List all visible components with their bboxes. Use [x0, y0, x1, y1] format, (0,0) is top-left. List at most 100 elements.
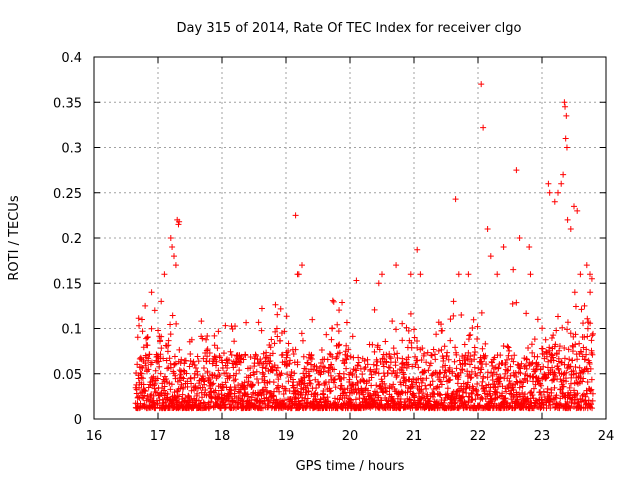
data-point: [501, 395, 508, 402]
data-point: [474, 381, 481, 388]
data-point: [349, 372, 356, 379]
data-point: [218, 387, 225, 394]
data-point: [355, 354, 362, 361]
data-point: [589, 351, 596, 358]
data-point: [582, 356, 589, 363]
data-point: [505, 344, 512, 351]
data-point: [398, 361, 405, 368]
data-point: [360, 391, 367, 398]
data-point: [388, 393, 395, 400]
data-point: [436, 376, 443, 383]
data-point: [412, 353, 419, 360]
data-point: [447, 337, 454, 344]
data-point: [506, 347, 513, 354]
y-axis-label: ROTI / TECUs: [7, 195, 22, 280]
data-point: [327, 372, 334, 379]
data-point: [192, 364, 199, 371]
data-point: [557, 376, 564, 383]
data-point: [584, 333, 591, 340]
data-point: [550, 332, 557, 339]
data-point: [473, 387, 480, 394]
data-point: [160, 355, 167, 362]
data-point: [164, 391, 171, 398]
data-point: [399, 337, 406, 344]
axis-ticks: [93, 56, 607, 420]
data-point: [558, 180, 565, 187]
data-point: [484, 374, 491, 381]
data-point: [281, 328, 288, 335]
data-point: [298, 330, 305, 337]
data-point: [548, 334, 555, 341]
data-point: [202, 387, 209, 394]
data-point: [148, 374, 155, 381]
data-point: [320, 387, 327, 394]
data-point: [583, 351, 590, 358]
data-point: [546, 399, 553, 406]
data-point: [271, 388, 278, 395]
data-point: [365, 387, 372, 394]
data-point: [442, 362, 449, 369]
data-point: [376, 346, 383, 353]
data-point: [343, 365, 350, 372]
data-point: [516, 235, 523, 241]
data-point: [495, 364, 502, 371]
data-point: [158, 298, 165, 305]
data-point: [326, 388, 333, 395]
data-point: [216, 371, 223, 378]
data-point: [321, 394, 328, 401]
data-point: [542, 375, 549, 382]
data-point: [424, 349, 431, 356]
data-point: [569, 342, 576, 349]
data-point: [572, 341, 579, 348]
data-point: [314, 391, 321, 398]
data-point: [560, 383, 567, 390]
data-point: [373, 366, 380, 373]
data-point: [139, 375, 146, 382]
data-point: [336, 396, 343, 403]
data-point: [348, 397, 355, 404]
data-point: [294, 388, 301, 395]
data-point: [433, 331, 440, 338]
data-point: [290, 379, 297, 386]
data-point: [480, 373, 487, 380]
data-point: [150, 382, 157, 389]
data-point: [381, 380, 388, 387]
data-point: [161, 271, 168, 278]
data-point: [305, 373, 312, 380]
data-point: [361, 357, 368, 364]
data-point: [431, 351, 438, 358]
data-point: [277, 305, 284, 312]
data-point: [249, 381, 256, 388]
data-point: [277, 337, 284, 344]
data-point: [178, 356, 185, 363]
data-point: [441, 343, 448, 350]
data-point: [164, 365, 171, 372]
data-point: [206, 376, 213, 383]
data-point: [494, 394, 501, 401]
data-point: [390, 345, 397, 352]
data-point: [534, 353, 541, 360]
data-point: [419, 376, 426, 383]
data-point: [438, 381, 445, 388]
data-point: [139, 365, 146, 372]
data-point: [584, 379, 591, 386]
data-point: [518, 360, 525, 367]
data-point: [402, 398, 409, 405]
data-point: [343, 342, 350, 349]
data-point: [408, 344, 415, 351]
data-point: [247, 354, 254, 361]
x-tick-label: 16: [86, 429, 103, 444]
data-point: [551, 198, 558, 205]
data-point: [233, 399, 240, 406]
data-point: [453, 365, 460, 372]
data-point: [266, 399, 273, 406]
data-point: [386, 350, 393, 357]
data-point: [215, 328, 222, 335]
data-point: [200, 364, 207, 371]
data-point: [414, 246, 421, 253]
data-point: [428, 352, 435, 359]
data-point: [259, 369, 266, 376]
data-point: [292, 212, 299, 219]
data-point: [152, 367, 159, 374]
data-point: [414, 338, 421, 345]
